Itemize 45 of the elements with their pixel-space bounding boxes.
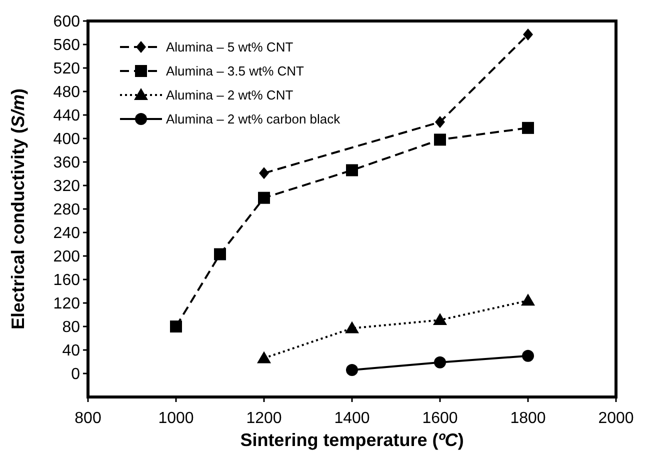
- x-axis-title: Sintering temperature (ºC): [240, 430, 464, 450]
- y-tick-label: 440: [53, 108, 80, 125]
- point: [435, 116, 445, 128]
- point: [345, 321, 359, 334]
- point: [346, 164, 358, 176]
- legend-label: Alumina – 2 wt% CNT: [166, 88, 294, 103]
- point: [258, 192, 270, 204]
- y-tick-label: 320: [53, 178, 80, 196]
- x-tick-label: 1600: [422, 410, 458, 427]
- y-tick-label: 400: [53, 131, 80, 148]
- x-tick-label: 800: [74, 410, 102, 427]
- point: [522, 122, 534, 134]
- y-tick-label: 600: [53, 14, 80, 31]
- point: [523, 28, 533, 41]
- y-axis-title: Electrical conductivity (S/m): [8, 88, 28, 330]
- y-tick-label: 0: [71, 366, 80, 384]
- y-tick-label: 560: [53, 37, 80, 54]
- x-tick-label: 1000: [158, 410, 194, 427]
- y-tick-label: 520: [53, 60, 80, 78]
- legend-label: Alumina – 3.5 wt% CNT: [166, 64, 304, 79]
- x-tick-label: 2000: [598, 410, 634, 427]
- point: [346, 364, 358, 376]
- y-tick-label: 40: [62, 342, 80, 360]
- y-tick-label: 480: [53, 84, 80, 102]
- x-tick-label: 1200: [246, 410, 282, 427]
- y-tick-label: 360: [53, 154, 80, 172]
- y-tick-label: 120: [53, 296, 80, 313]
- y-tick-label: 240: [53, 225, 80, 242]
- point: [522, 350, 534, 362]
- point: [434, 134, 446, 146]
- point: [257, 351, 271, 364]
- legend-label: Alumina – 5 wt% CNT: [166, 40, 294, 55]
- point: [434, 356, 446, 368]
- point: [170, 320, 182, 332]
- point: [433, 313, 447, 326]
- y-tick-label: 160: [53, 272, 80, 290]
- legend-label: Alumina – 2 wt% carbon black: [166, 112, 341, 127]
- y-tick-label: 200: [53, 248, 80, 266]
- point: [521, 294, 535, 306]
- point: [214, 248, 226, 260]
- y-tick-label: 280: [53, 202, 80, 219]
- x-tick-label: 1800: [510, 410, 546, 427]
- y-tick-label: 80: [62, 319, 80, 336]
- point: [259, 167, 269, 180]
- x-tick-label: 1400: [334, 410, 370, 427]
